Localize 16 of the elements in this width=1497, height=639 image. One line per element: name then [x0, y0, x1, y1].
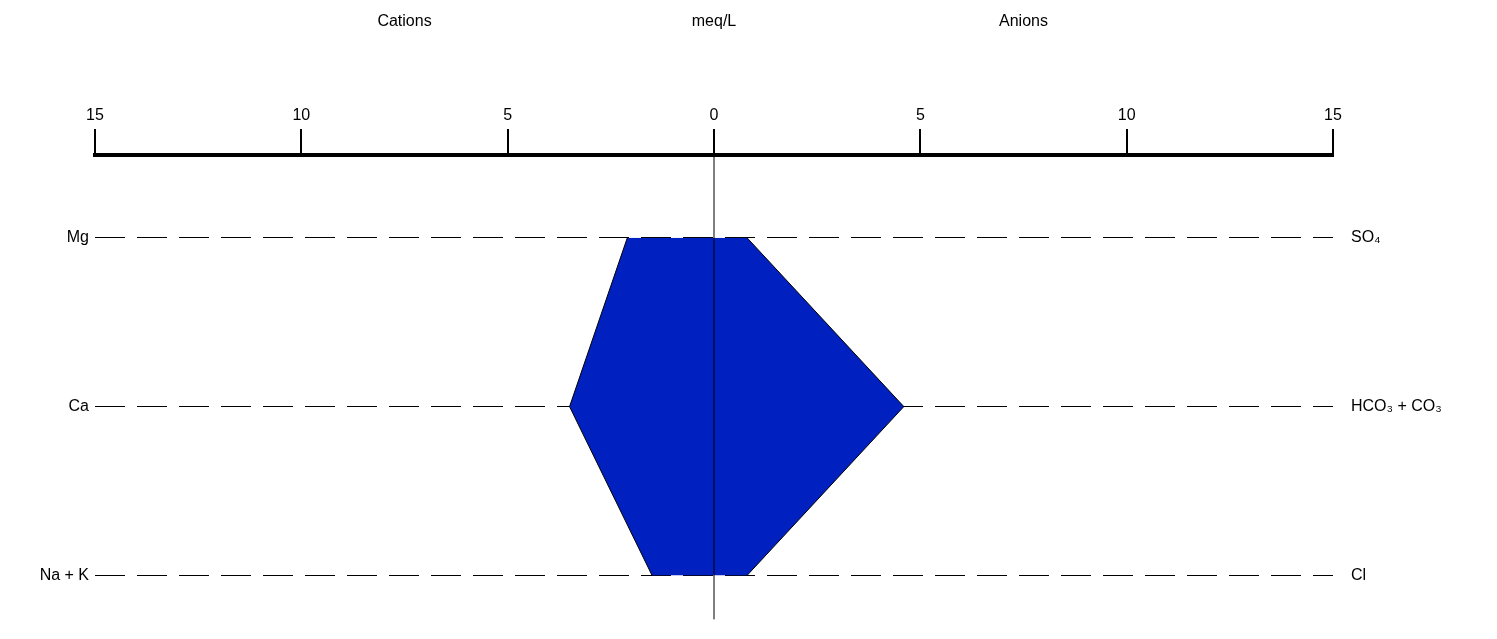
x-axis-title: meq/L	[691, 12, 737, 30]
x-tick-label: 5	[503, 105, 513, 123]
y2-tick-label: HCO₃ + CO₃	[1351, 397, 1442, 415]
x-tick-label: 15	[86, 105, 104, 123]
y-tick-label: Na + K	[39, 565, 90, 583]
x-tick-label: 10	[292, 105, 311, 123]
x-tick-label: 0	[709, 105, 719, 123]
x-tick-label: 10	[1117, 105, 1136, 123]
y2-tick-label: Cl	[1351, 565, 1367, 583]
y2-tick-label: SO₄	[1351, 228, 1381, 246]
x-tick-label: 15	[1324, 105, 1342, 123]
x-tick-label: 5	[915, 105, 925, 123]
text: Anions	[999, 12, 1048, 30]
text: Cations	[377, 12, 432, 30]
y-tick-label: Mg	[66, 228, 89, 246]
y-tick-label: Ca	[68, 397, 90, 415]
